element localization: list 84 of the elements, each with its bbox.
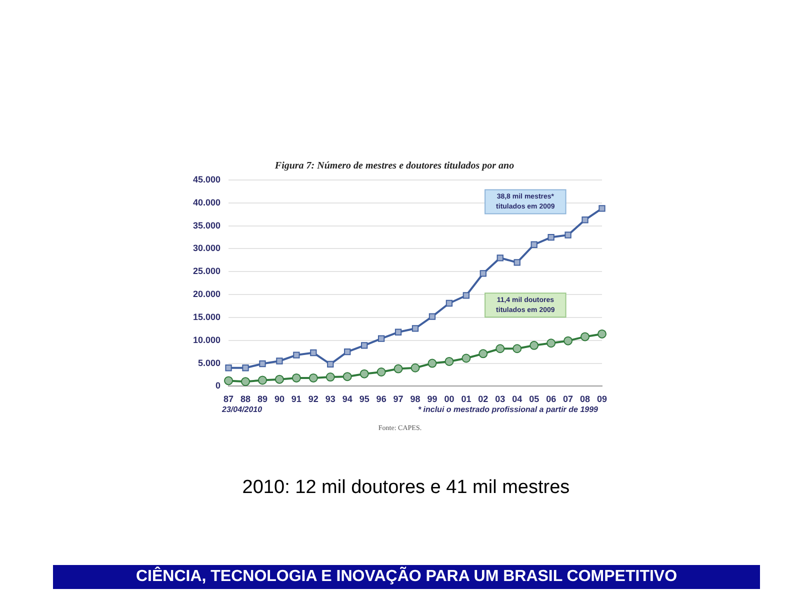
- y-tick-label: 5.000: [198, 358, 221, 368]
- point: [530, 241, 538, 248]
- point: [444, 356, 454, 366]
- x-tick-label: 04: [512, 394, 522, 404]
- x-tick-label: 01: [461, 394, 472, 404]
- x-tick-label: 97: [393, 394, 404, 404]
- x-tick-label: 94: [342, 394, 352, 404]
- text: * inclui o mestrado profissional a partir de 1999: [418, 405, 598, 414]
- point: [276, 358, 283, 364]
- point: [259, 360, 266, 368]
- point: [412, 325, 419, 332]
- x-tick-label: 96: [376, 394, 386, 404]
- point: [242, 364, 249, 372]
- point: [478, 349, 488, 358]
- point: [344, 348, 351, 356]
- point: [274, 374, 284, 384]
- y-tick-label: 45.000: [192, 174, 221, 184]
- point: [462, 354, 471, 363]
- point: [361, 342, 368, 349]
- point: [378, 335, 385, 342]
- point: [564, 232, 572, 238]
- y-tick-label: 10.000: [192, 334, 221, 345]
- point: [224, 376, 234, 386]
- x-tick-label: 90: [274, 394, 284, 404]
- point: [428, 358, 437, 368]
- point: [225, 364, 232, 372]
- x-tick-label: 88: [240, 394, 251, 404]
- text: 23/04/2010: [222, 405, 262, 414]
- point: [514, 259, 520, 266]
- x-tick-label: 87: [224, 394, 234, 404]
- x-tick-label: 98: [410, 394, 420, 404]
- point: [546, 338, 556, 348]
- point: [428, 313, 436, 320]
- point: [360, 369, 369, 378]
- point: [446, 300, 453, 307]
- point: [530, 340, 539, 350]
- point: [480, 270, 486, 277]
- y-tick-label: 0: [216, 380, 221, 391]
- point: [327, 360, 334, 368]
- y-tick-label: 30.000: [192, 243, 221, 254]
- point: [512, 344, 522, 354]
- point: [326, 372, 335, 382]
- point: [342, 372, 352, 382]
- point: [548, 234, 554, 241]
- text: CIÊNCIA, TECNOLOGIA E INOVAÇÃO PARA UM BRASIL COMPETITIVO: [53, 565, 760, 589]
- y-tick-label: 40.000: [192, 197, 221, 208]
- x-tick-label: 95: [359, 394, 370, 404]
- chart-title: Figura 7: Número de mestres e doutores titulados por ano: [274, 160, 514, 172]
- x-tick-label: 89: [257, 394, 268, 404]
- x-tick-label: 91: [291, 394, 302, 404]
- point: [496, 344, 505, 354]
- point: [310, 349, 317, 356]
- point: [580, 332, 590, 342]
- x-tick-label: 93: [325, 394, 336, 404]
- point: [292, 373, 301, 382]
- x-tick-label: 92: [308, 394, 318, 404]
- x-tick-label: 07: [563, 394, 574, 404]
- text: 2010: 12 mil doutores e 41 mil mestres: [241, 477, 571, 499]
- y-tick-label: 25.000: [192, 266, 221, 276]
- point: [598, 205, 606, 212]
- y-tick-label: 35.000: [192, 220, 221, 230]
- x-tick-label: 99: [427, 394, 438, 404]
- x-tick-label: 03: [495, 394, 506, 404]
- x-tick-label: 00: [444, 394, 454, 404]
- point: [308, 373, 318, 382]
- point: [597, 329, 606, 338]
- point: [394, 364, 403, 374]
- x-tick-label: 06: [546, 394, 556, 404]
- point: [394, 328, 402, 336]
- point: [582, 216, 588, 224]
- point: [410, 363, 420, 372]
- point: [293, 352, 300, 358]
- point: [462, 292, 470, 299]
- point: [376, 367, 386, 376]
- x-tick-label: 09: [596, 394, 607, 404]
- point: [241, 377, 250, 386]
- point: [258, 376, 267, 385]
- y-tick-label: 15.000: [192, 312, 221, 322]
- x-tick-label: 08: [580, 394, 590, 404]
- point: [564, 336, 573, 346]
- y-tick-label: 20.000: [192, 289, 221, 300]
- x-tick-label: 02: [478, 394, 488, 404]
- point: [496, 254, 504, 262]
- x-tick-label: 05: [529, 394, 540, 404]
